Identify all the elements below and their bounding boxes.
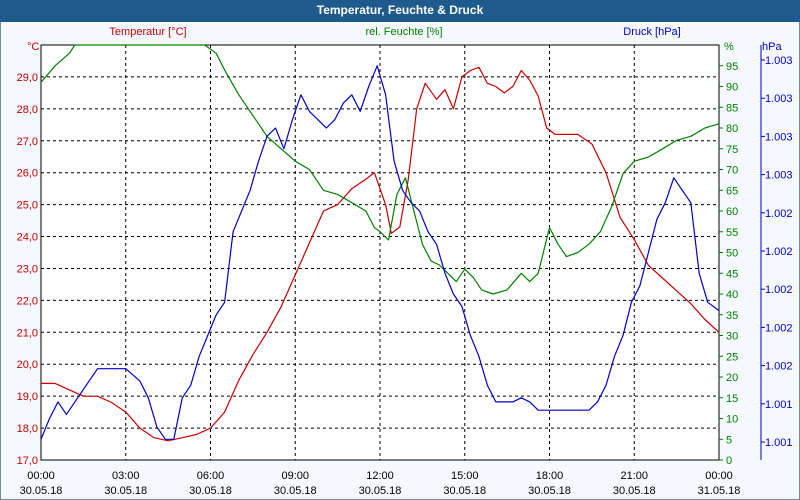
x-tick-label-time: 00:00 — [27, 470, 55, 482]
chart-title: Temperatur, Feuchte & Druck — [316, 3, 484, 17]
temperature-series-line — [41, 66, 720, 442]
x-tick-label-time: 21:00 — [620, 470, 648, 482]
humidity-unit: % — [724, 41, 734, 53]
temperature-tick-label: 21,0 — [17, 327, 38, 339]
temperature-tick-label: 17,0 — [17, 455, 38, 467]
x-tick-label-time: 18:00 — [536, 470, 564, 482]
temperature-tick-label: 23,0 — [17, 263, 38, 275]
pressure-tick-label: 1.001 — [765, 437, 793, 449]
humidity-tick-label: 80 — [726, 123, 738, 135]
x-tick-label-date: 31.05.18 — [698, 485, 741, 497]
x-tick-label-time: 09:00 — [281, 470, 309, 482]
humidity-tick-label: 85 — [726, 102, 738, 114]
x-tick-label-time: 00:00 — [705, 470, 733, 482]
pressure-tick-label: 1.001 — [765, 399, 793, 411]
humidity-tick-label: 55 — [726, 227, 738, 239]
temperature-tick-label: 18,0 — [17, 423, 38, 435]
x-tick-label-date: 30.05.18 — [443, 485, 486, 497]
humidity-tick-label: 75 — [726, 144, 738, 156]
pressure-tick-label: 1.002 — [765, 322, 793, 334]
x-tick-label-time: 06:00 — [197, 470, 225, 482]
humidity-axis-header: rel. Feuchte [%] — [365, 26, 442, 38]
temperature-tick-label: 26,0 — [17, 168, 38, 180]
x-tick-label-date: 30.05.18 — [274, 485, 317, 497]
x-tick-label-date: 30.05.18 — [20, 485, 63, 497]
temperature-axis-header: Temperatur [°C] — [109, 26, 186, 38]
axis-labels: 00:00 30.05.18 03:00 30.05.18 06:00 30.05.18 0… — [17, 45, 793, 497]
temperature-tick-label: 27,0 — [17, 136, 38, 148]
humidity-tick-label: 30 — [726, 331, 738, 343]
temperature-tick-label: 24,0 — [17, 232, 38, 244]
pressure-tick-label: 1.003 — [765, 131, 793, 143]
pressure-tick-label: 1.003 — [765, 93, 793, 105]
pressure-tick-label: 1.002 — [765, 284, 793, 296]
x-tick-label-date: 30.05.18 — [104, 485, 147, 497]
humidity-tick-label: 45 — [726, 268, 738, 280]
x-tick-label-date: 30.05.18 — [528, 485, 571, 497]
humidity-tick-label: 70 — [726, 165, 738, 177]
pressure-series-line — [40, 65, 720, 440]
humidity-series-line — [40, 44, 720, 295]
temperature-unit: °C — [27, 41, 39, 53]
humidity-tick-label: 60 — [726, 206, 738, 218]
title-bar: Temperatur, Feuchte & Druck — [0, 0, 800, 22]
temperature-tick-label: 29,0 — [17, 72, 38, 84]
humidity-tick-label: 65 — [726, 185, 738, 197]
humidity-tick-label: 0 — [726, 455, 732, 467]
humidity-tick-label: 10 — [726, 414, 738, 426]
series-group — [40, 44, 720, 442]
x-tick-label-date: 30.05.18 — [613, 485, 656, 497]
x-tick-label-time: 12:00 — [366, 470, 394, 482]
humidity-tick-label: 40 — [726, 289, 738, 301]
pressure-tick-label: 1.002 — [765, 361, 793, 373]
temperature-tick-label: 25,0 — [17, 200, 38, 212]
pressure-tick-label: 1.002 — [765, 246, 793, 258]
temperature-tick-label: 20,0 — [17, 359, 38, 371]
x-tick-label-date: 30.05.18 — [189, 485, 232, 497]
temperature-tick-label: 28,0 — [17, 104, 38, 116]
humidity-tick-label: 50 — [726, 248, 738, 260]
humidity-tick-label: 25 — [726, 351, 738, 363]
x-tick-label-time: 15:00 — [451, 470, 479, 482]
temperature-tick-label: 19,0 — [17, 391, 38, 403]
x-tick-label-date: 30.05.18 — [359, 485, 402, 497]
pressure-tick-label: 1.003 — [765, 170, 793, 182]
grid — [41, 45, 719, 460]
humidity-tick-label: 35 — [726, 310, 738, 322]
pressure-unit: hPa — [762, 41, 782, 53]
pressure-axis-header: Druck [hPa] — [623, 26, 680, 38]
temperature-tick-label: 22,0 — [17, 295, 38, 307]
humidity-tick-label: 20 — [726, 372, 738, 384]
humidity-tick-label: 95 — [726, 61, 738, 73]
humidity-tick-label: 5 — [726, 434, 732, 446]
x-tick-label-time: 03:00 — [112, 470, 140, 482]
pressure-tick-label: 1.002 — [765, 208, 793, 220]
humidity-tick-label: 15 — [726, 393, 738, 405]
humidity-tick-label: 90 — [726, 82, 738, 94]
pressure-tick-label: 1.003 — [765, 55, 793, 67]
